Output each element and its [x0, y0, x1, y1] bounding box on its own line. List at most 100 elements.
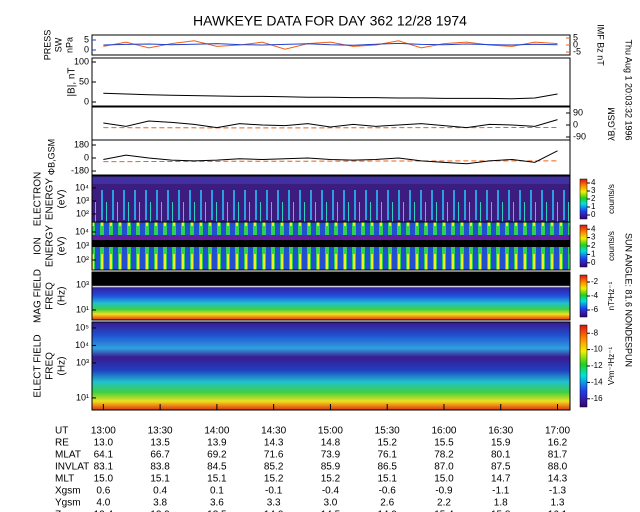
colorbar-tick-label: 1: [591, 250, 596, 259]
row-name: Xgsm: [55, 486, 81, 497]
ephemeris-value: 3.3: [267, 498, 281, 509]
y-tick-label: 0: [84, 152, 89, 162]
ephemeris-value: -1.1: [492, 486, 510, 497]
ephemeris-value: 80.1: [491, 450, 511, 461]
ephemeris-value: 15.0: [434, 474, 454, 485]
ephemeris-value: 3.0: [323, 498, 337, 509]
frame: [91, 106, 571, 141]
ephemeris-value: 14.7: [491, 474, 511, 485]
frame: [91, 321, 571, 411]
row-name: Ygsm: [55, 498, 81, 509]
ephemeris-value: 13.0: [94, 438, 114, 449]
spectrogram-label: ELECT FIELD: [33, 334, 44, 397]
colorbar-tick-label: -8: [591, 328, 599, 337]
ephemeris-value: -0.4: [322, 486, 340, 497]
y-tick-label: 10⁴: [75, 182, 89, 192]
frame: [91, 139, 571, 176]
ephemeris-value: 1.8: [494, 498, 508, 509]
colorbar-tick-label: -14: [591, 378, 603, 387]
spectrogram-label: ENERGY: [45, 225, 56, 268]
y-tick-label: 10²: [76, 254, 89, 264]
x-tick-label: 15:30: [375, 426, 400, 437]
phi-model: [103, 160, 558, 163]
colorbar-tick-label: -4: [591, 291, 599, 300]
ephemeris-value: 86.5: [377, 462, 397, 473]
y-tick-label: 5: [573, 32, 578, 42]
y-tick-label: 10²: [76, 208, 89, 218]
ephemeris-value: -0.9: [435, 486, 453, 497]
ephemeris-value: 15.8: [491, 510, 511, 512]
ephemeris-value: 15.9: [491, 438, 511, 449]
spectrogram-label: ENERGY: [45, 178, 56, 221]
ephemeris-value: 85.2: [264, 462, 284, 473]
colorbar-label: counts/s: [607, 231, 616, 261]
ephemeris-value: 83.8: [150, 462, 170, 473]
ephemeris-value: 14.8: [321, 438, 341, 449]
ephemeris-value: -0.6: [379, 486, 397, 497]
y-tick-label: 0: [84, 96, 89, 106]
colorbar-tick-label: 4: [591, 178, 596, 187]
colorbar-tick-label: 1: [591, 202, 596, 211]
colorbar-label: V²m⁻²Hz⁻¹: [607, 347, 616, 386]
ephemeris-value: 16.2: [548, 438, 568, 449]
colorbar-tick-label: 2: [591, 194, 596, 203]
x-tick-label: 15:00: [318, 426, 343, 437]
electron-spectrogram: [92, 176, 570, 222]
ephemeris-value: 14.3: [264, 438, 284, 449]
ephemeris-value: 16.1: [548, 510, 568, 512]
y-tick-label: 50: [79, 76, 89, 86]
spectrogram-label: FREQ: [45, 352, 56, 380]
y-tick-label: -180: [71, 165, 89, 175]
frame: [91, 271, 571, 321]
bmag-label: |B|, nT: [67, 67, 78, 96]
row-name: INVLAT: [55, 462, 89, 473]
ephemeris-value: 15.1: [207, 474, 227, 485]
ephemeris-value: 87.0: [434, 462, 454, 473]
y-tick-label: 100: [74, 56, 89, 66]
colorbar: [579, 178, 588, 220]
ephemeris-value: 13.5: [207, 510, 227, 512]
ephemeris-value: 0.6: [96, 486, 110, 497]
lambda-line: [103, 119, 558, 129]
ephemeris-value: 66.7: [150, 450, 170, 461]
y-tick-label: 90: [573, 107, 583, 117]
spectrogram-label: ION: [33, 237, 44, 255]
spectrogram-label: (eV): [57, 237, 68, 256]
y-tick-label: -90: [573, 131, 586, 141]
y-tick-label: -5: [573, 46, 581, 56]
spectrogram-label: (Hz): [57, 287, 68, 306]
colorbar-tick-label: 0: [591, 258, 596, 267]
lambda-label: λB,GSM: [606, 107, 616, 141]
ephemeris-value: 12.4: [94, 510, 114, 512]
colorbar-tick-label: 0: [591, 210, 596, 219]
ephemeris-value: 15.2: [321, 474, 341, 485]
y-tick-label: 10¹: [76, 304, 89, 314]
row-name: UT: [55, 426, 68, 437]
row-name: RE: [55, 438, 69, 449]
y-tick-label: 5: [84, 34, 89, 44]
spectrogram-label: FREQ: [45, 282, 56, 310]
colorbar-tick-label: 4: [591, 224, 596, 233]
y-tick-label: 10⁴: [75, 340, 89, 350]
ephemeris-value: 13.5: [150, 438, 170, 449]
elect-spectrogram: [92, 322, 570, 410]
ephemeris-value: 76.1: [377, 450, 397, 461]
colorbar: [579, 324, 588, 408]
colorbar-tick-label: -12: [591, 361, 603, 370]
y-tick-label: 10³: [76, 195, 89, 205]
ephemeris-value: 0.1: [210, 486, 224, 497]
y-tick-label: 0: [84, 44, 89, 54]
spectrogram-label: (Hz): [57, 357, 68, 376]
mag-spectrogram: [92, 272, 570, 320]
ephemeris-value: 15.1: [150, 474, 170, 485]
colorbar-tick-label: -10: [591, 345, 603, 354]
sw-label: SW: [53, 37, 63, 52]
row-name: Zgsm: [55, 510, 80, 512]
title: HAWKEYE DATA FOR DAY 362 12/28 1974: [193, 13, 467, 29]
y-tick-label: 10⁴: [75, 226, 89, 236]
ephemeris-value: 81.7: [548, 450, 568, 461]
y-tick-label: 10³: [76, 357, 89, 367]
ephemeris-value: 15.4: [434, 510, 454, 512]
ephemeris-value: 14.9: [377, 510, 397, 512]
